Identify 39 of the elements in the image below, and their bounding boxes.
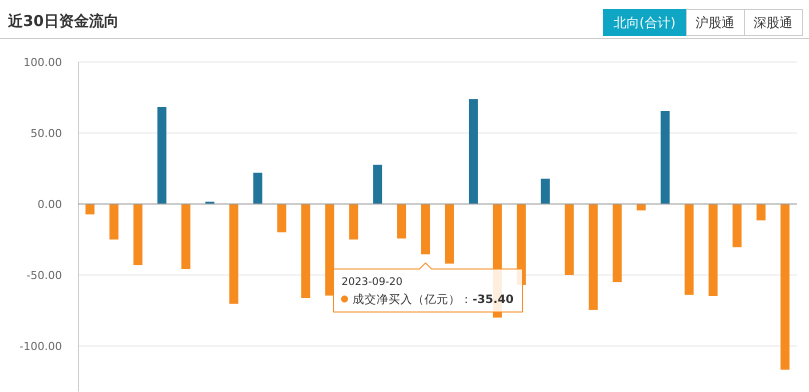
bar [732,204,742,248]
bar [301,204,310,298]
bar [157,107,166,204]
tooltip: 2023-09-20 成交净买入（亿元）：-35.40 [333,262,524,312]
annotation: 成交净买入（亿元）：-35.40 [352,292,514,306]
button: 深股通 [744,9,803,36]
bar [277,204,286,232]
bar [756,204,766,220]
bar [325,204,334,296]
bar [660,110,670,204]
annotation: 2023-09-20 [342,276,403,288]
bar [229,204,238,304]
y-tick-label: -50.00 [26,269,62,282]
y-tick-label: 50.00 [30,127,62,140]
bar [349,204,358,240]
bar [181,204,190,270]
bar [612,204,622,282]
bar [684,204,694,295]
bar [564,204,574,275]
y-tick-label: -100.00 [20,340,62,353]
button: 北向(合计) [603,9,687,36]
bar [421,204,430,254]
bar [397,204,406,239]
bar [468,99,478,204]
chart-title: 近30日资金流向 [7,12,119,30]
bar [133,204,142,266]
bar [540,178,550,204]
y-tick-label: 0.00 [38,198,62,211]
y-tick-label: 100.00 [24,56,62,69]
bar [588,204,598,310]
bar [444,204,454,264]
button: 沪股通 [686,9,745,36]
bar [109,204,118,240]
bar [253,172,262,204]
bar [780,204,790,370]
bar [85,204,94,214]
bar [708,204,718,296]
bar [373,164,382,204]
bar [636,204,646,210]
